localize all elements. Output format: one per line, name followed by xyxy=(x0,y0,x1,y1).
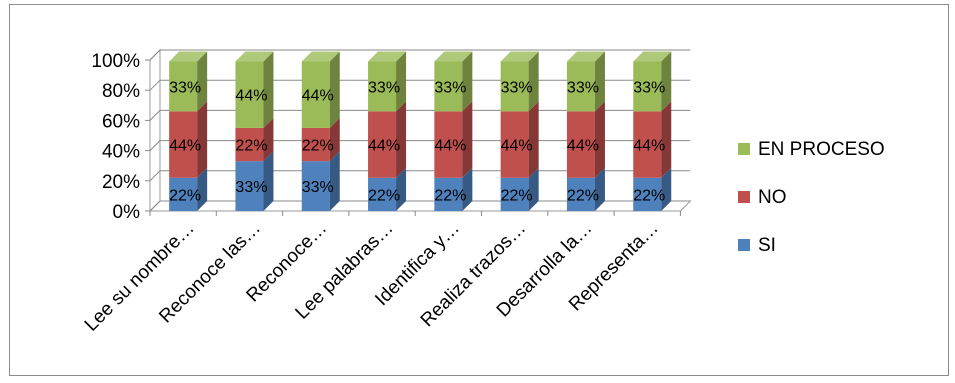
data-label: 22% xyxy=(235,138,267,155)
data-label: 22% xyxy=(368,187,400,204)
gridline xyxy=(149,170,691,182)
bar-segment xyxy=(566,167,605,211)
bar-segment xyxy=(500,167,539,211)
bar-segment xyxy=(500,51,539,112)
bar-segment xyxy=(368,167,407,211)
category-label: Lee su nombre… xyxy=(81,218,199,336)
gridline xyxy=(149,140,691,151)
legend-label: EN PROCESO xyxy=(758,139,885,160)
data-label: 33% xyxy=(434,79,466,96)
bar-segment xyxy=(368,101,407,178)
bar-segment xyxy=(566,101,605,178)
gridline xyxy=(149,109,691,121)
data-label: 22% xyxy=(567,187,599,204)
floor xyxy=(148,200,692,212)
y-tick-label: 0% xyxy=(113,202,141,223)
data-label: 33% xyxy=(235,179,267,196)
gridline xyxy=(149,49,691,61)
data-label: 44% xyxy=(567,138,599,155)
data-label: 22% xyxy=(434,187,466,204)
bar-segment xyxy=(633,51,672,112)
bar-segment xyxy=(301,151,340,211)
bar-segment xyxy=(235,51,274,128)
bar-segment xyxy=(169,101,208,178)
legend-swatch xyxy=(738,191,750,203)
data-label: 22% xyxy=(501,187,533,204)
bar-segment xyxy=(235,151,274,211)
data-label: 44% xyxy=(501,138,533,155)
data-label: 33% xyxy=(633,79,665,96)
data-label: 22% xyxy=(633,187,665,204)
legend-swatch xyxy=(738,239,750,251)
data-label: 22% xyxy=(169,187,201,204)
data-label: 33% xyxy=(501,79,533,96)
data-label: 33% xyxy=(169,79,201,96)
bar-segment xyxy=(235,117,274,162)
gridline xyxy=(149,79,691,91)
bar-segment xyxy=(434,167,473,211)
data-label: 44% xyxy=(235,88,267,105)
data-label: 33% xyxy=(368,79,400,96)
side-wall xyxy=(149,48,161,213)
legend-label: SI xyxy=(758,235,776,256)
legend-swatch xyxy=(738,143,750,155)
bar-segment xyxy=(566,51,605,112)
chart-frame xyxy=(9,4,949,376)
y-tick-label: 20% xyxy=(102,172,140,193)
bar-segment xyxy=(368,51,407,112)
bar-segment xyxy=(434,101,473,178)
bar-segment xyxy=(169,167,208,211)
bar-segment xyxy=(633,101,672,178)
bar-segment xyxy=(301,51,340,128)
bar-segment xyxy=(301,117,340,162)
data-label: 44% xyxy=(434,138,466,155)
data-label: 33% xyxy=(567,79,599,96)
y-tick-label: 60% xyxy=(102,111,140,132)
bar-segment xyxy=(633,167,672,211)
bar-segment xyxy=(500,101,539,178)
bar-segment xyxy=(169,51,208,112)
y-tick-label: 100% xyxy=(91,51,140,72)
data-label: 22% xyxy=(302,138,334,155)
y-tick-label: 40% xyxy=(102,142,140,163)
data-label: 44% xyxy=(169,138,201,155)
data-label: 33% xyxy=(302,179,334,196)
data-label: 44% xyxy=(302,88,334,105)
bar-segment xyxy=(434,51,473,112)
data-label: 44% xyxy=(368,138,400,155)
legend-label: NO xyxy=(758,187,787,208)
data-label: 44% xyxy=(633,138,665,155)
y-tick-label: 80% xyxy=(102,81,140,102)
